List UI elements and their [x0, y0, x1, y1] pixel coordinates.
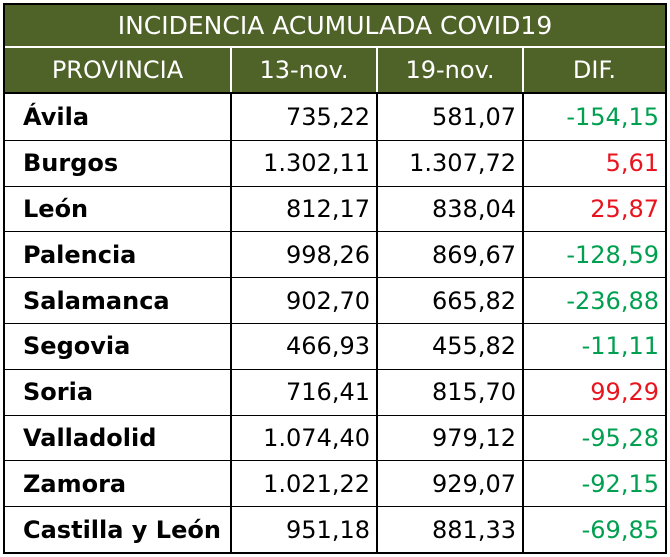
- value-13-nov-cell: 466,93: [230, 323, 376, 369]
- value-19-nov-cell: 838,04: [376, 186, 522, 232]
- value-13-nov-cell: 1.074,40: [230, 415, 376, 461]
- value-19-nov-cell: 815,70: [376, 369, 522, 415]
- difference-cell: -11,11: [522, 323, 665, 369]
- value-13-nov-cell: 735,22: [230, 94, 376, 140]
- difference-cell: -92,15: [522, 461, 665, 507]
- table-row: Salamanca 902,70 665,82 -236,88: [5, 277, 665, 323]
- value-19-nov-cell: 665,82: [376, 278, 522, 323]
- header-19-nov: 19-nov.: [376, 48, 522, 92]
- table-body: Ávila 735,22 581,07 -154,15 Burgos 1.302,11 1.…: [5, 94, 665, 552]
- difference-cell: -128,59: [522, 232, 665, 278]
- value-13-nov-cell: 951,18: [230, 507, 376, 552]
- header-dif: DIF.: [522, 48, 665, 92]
- value-13-nov-cell: 998,26: [230, 232, 376, 278]
- table-row: Segovia 466,93 455,82 -11,11: [5, 322, 665, 369]
- table-row: Valladolid 1.074,40 979,12 -95,28: [5, 414, 665, 461]
- table-row: Ávila 735,22 581,07 -154,15: [5, 94, 665, 140]
- difference-cell: 25,87: [522, 186, 665, 232]
- table-row: Soria 716,41 815,70 99,29: [5, 368, 665, 415]
- provincia-cell: Valladolid: [23, 423, 157, 452]
- difference-cell: -69,85: [522, 507, 665, 552]
- header-row: PROVINCIA 13-nov. 19-nov. DIF.: [5, 48, 665, 94]
- value-19-nov-cell: 929,07: [376, 461, 522, 507]
- incidence-table: INCIDENCIA ACUMULADA COVID19 PROVINCIA 1…: [3, 3, 667, 554]
- table-row: Castilla y León 951,18 881,33 -69,85: [5, 506, 665, 552]
- provincia-cell: Segovia: [23, 332, 131, 361]
- provincia-cell: Palencia: [23, 240, 137, 269]
- table-row: Palencia 998,26 869,67 -128,59: [5, 231, 665, 278]
- header-13-nov: 13-nov.: [230, 48, 376, 92]
- provincia-cell: Salamanca: [23, 286, 170, 315]
- difference-cell: -95,28: [522, 415, 665, 461]
- value-19-nov-cell: 869,67: [376, 232, 522, 278]
- value-13-nov-cell: 1.021,22: [230, 461, 376, 507]
- table-row: León 812,17 838,04 25,87: [5, 185, 665, 232]
- provincia-cell: León: [23, 194, 89, 223]
- table-title: INCIDENCIA ACUMULADA COVID19: [5, 5, 665, 48]
- value-13-nov-cell: 902,70: [230, 278, 376, 323]
- value-13-nov-cell: 716,41: [230, 369, 376, 415]
- difference-cell: 99,29: [522, 369, 665, 415]
- provincia-cell: Soria: [23, 378, 94, 407]
- value-19-nov-cell: 455,82: [376, 323, 522, 369]
- value-19-nov-cell: 1.307,72: [376, 140, 522, 186]
- value-19-nov-cell: 581,07: [376, 94, 522, 140]
- table-row: Zamora 1.021,22 929,07 -92,15: [5, 460, 665, 507]
- provincia-cell: Zamora: [23, 469, 127, 498]
- provincia-cell: Burgos: [23, 149, 119, 178]
- value-13-nov-cell: 812,17: [230, 186, 376, 232]
- difference-cell: 5,61: [522, 140, 665, 186]
- table-row: Burgos 1.302,11 1.307,72 5,61: [5, 139, 665, 186]
- header-provincia: PROVINCIA: [51, 56, 184, 84]
- provincia-cell: Castilla y León: [23, 515, 221, 544]
- difference-cell: -236,88: [522, 278, 665, 323]
- value-19-nov-cell: 979,12: [376, 415, 522, 461]
- difference-cell: -154,15: [522, 94, 665, 140]
- provincia-cell: Ávila: [23, 102, 90, 131]
- value-19-nov-cell: 881,33: [376, 507, 522, 552]
- value-13-nov-cell: 1.302,11: [230, 140, 376, 186]
